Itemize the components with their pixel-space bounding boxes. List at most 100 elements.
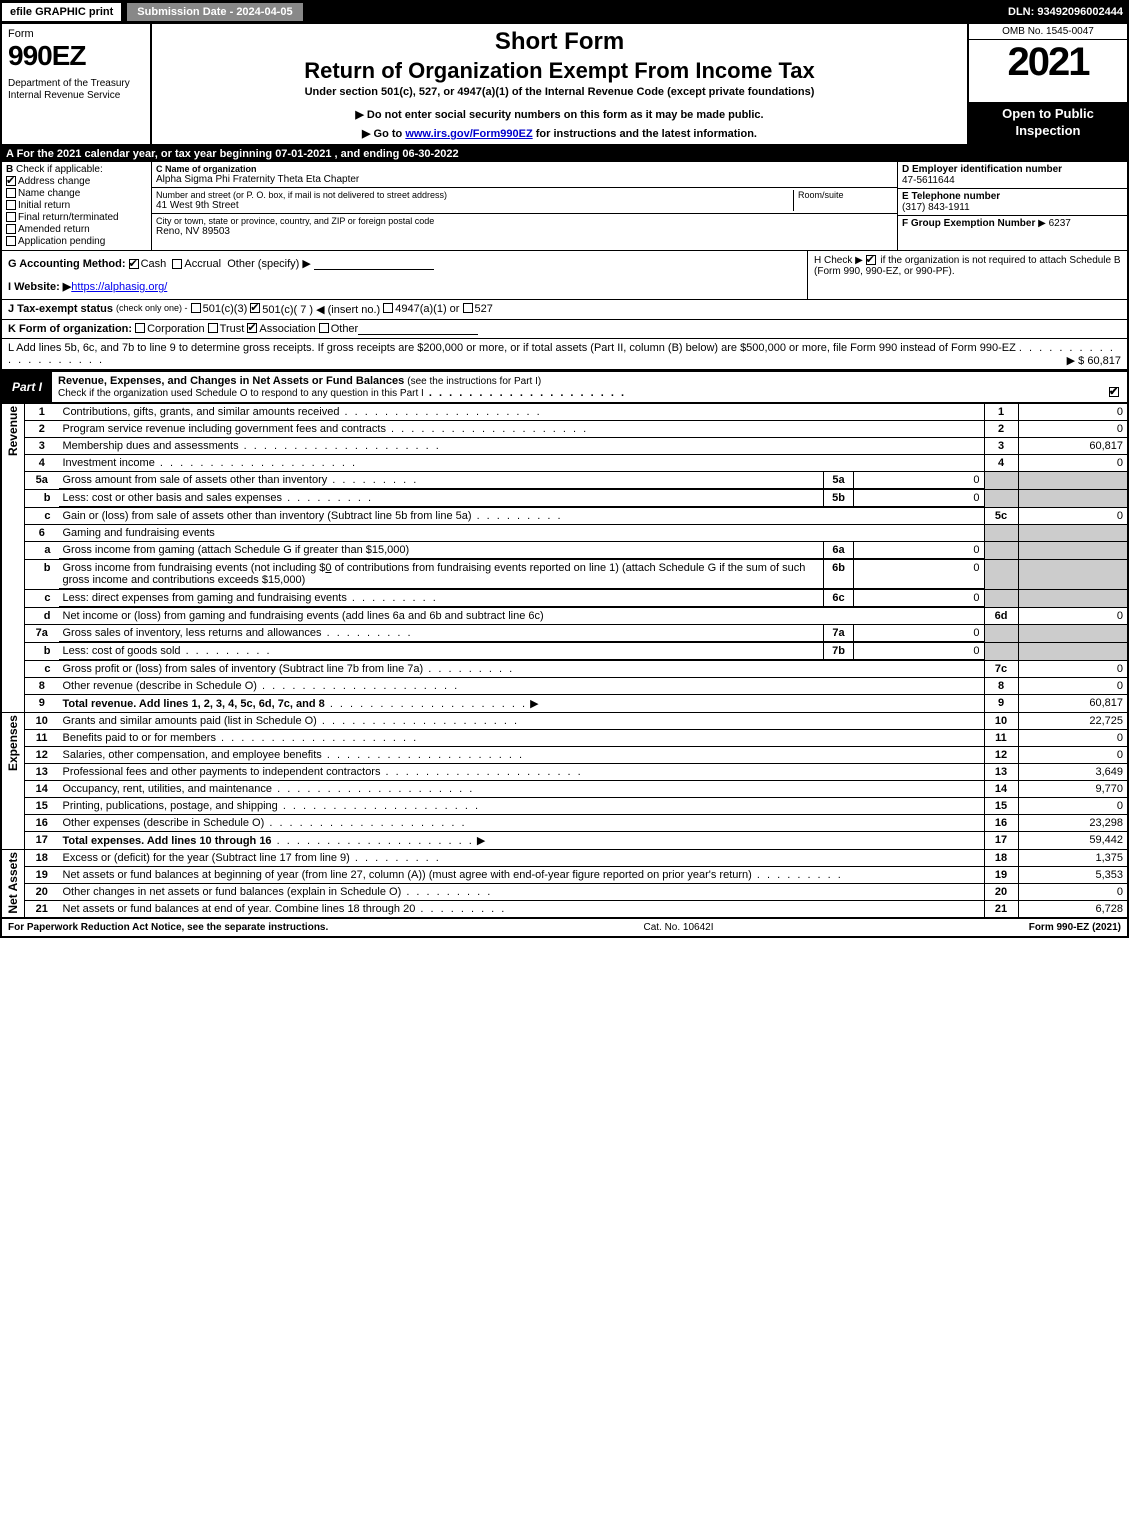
- submission-date: Submission Date - 2024-04-05: [127, 3, 302, 21]
- k-corp: Corporation: [147, 323, 204, 335]
- chk-amended-return[interactable]: Amended return: [6, 224, 147, 235]
- part1-label: Part I: [2, 377, 52, 397]
- chk-501c[interactable]: [250, 303, 260, 313]
- col-c: C Name of organization Alpha Sigma Phi F…: [152, 162, 897, 250]
- phone: (317) 843-1911: [902, 202, 970, 213]
- form-number: 990EZ: [8, 40, 144, 72]
- street: 41 West 9th Street: [156, 200, 793, 211]
- line-6a: aGross income from gaming (attach Schedu…: [1, 542, 1128, 560]
- line-20: 20Other changes in net assets or fund ba…: [1, 884, 1128, 901]
- line-18: Net Assets 18Excess or (deficit) for the…: [1, 850, 1128, 867]
- g-label: G Accounting Method:: [8, 258, 126, 270]
- main-title: Return of Organization Exempt From Incom…: [160, 58, 959, 84]
- group-number: ▶ 6237: [1038, 218, 1071, 229]
- street-label: Number and street (or P. O. box, if mail…: [156, 190, 793, 200]
- line-2: 2Program service revenue including gover…: [1, 421, 1128, 438]
- room-label: Room/suite: [798, 190, 893, 200]
- k-label: K Form of organization:: [8, 323, 132, 335]
- part1-header: Part I Revenue, Expenses, and Changes in…: [0, 370, 1129, 404]
- j-sub: (check only one) -: [116, 303, 188, 316]
- header-center: Short Form Return of Organization Exempt…: [152, 24, 967, 144]
- h-box: H Check ▶ if the organization is not req…: [807, 251, 1127, 299]
- city: Reno, NV 89503: [156, 226, 893, 237]
- phone-label: E Telephone number: [902, 191, 1000, 202]
- chk-schedule-o[interactable]: [1109, 387, 1119, 397]
- line-5c: cGain or (loss) from sale of assets othe…: [1, 508, 1128, 525]
- line-19: 19Net assets or fund balances at beginni…: [1, 867, 1128, 884]
- irs-link[interactable]: www.irs.gov/Form990EZ: [405, 128, 532, 140]
- c-name-label: C Name of organization: [156, 164, 257, 174]
- chk-corp[interactable]: [135, 323, 145, 333]
- line-5b: bLess: cost or other basis and sales exp…: [1, 490, 1128, 508]
- vert-net-assets: Net Assets: [6, 852, 20, 914]
- b-letter: B: [6, 164, 13, 175]
- chk-final-return[interactable]: Final return/terminated: [6, 212, 147, 223]
- omb-number: OMB No. 1545-0047: [969, 24, 1127, 40]
- vert-expenses: Expenses: [6, 715, 20, 771]
- form-header: Form 990EZ Department of the Treasury In…: [0, 24, 1129, 146]
- k-other-blank[interactable]: [358, 323, 478, 335]
- h-text1: H Check ▶: [814, 255, 863, 266]
- header-left: Form 990EZ Department of the Treasury In…: [2, 24, 152, 144]
- g-other-blank[interactable]: [314, 269, 434, 270]
- chk-address-change[interactable]: Address change: [6, 176, 147, 187]
- line-6b: bGross income from fundraising events (n…: [1, 560, 1128, 590]
- chk-h[interactable]: [866, 255, 876, 265]
- chk-527[interactable]: [463, 303, 473, 313]
- chk-application-pending[interactable]: Application pending: [6, 236, 147, 247]
- l-text: L Add lines 5b, 6c, and 7b to line 9 to …: [8, 342, 1016, 354]
- city-label: City or town, state or province, country…: [156, 216, 893, 226]
- chk-501c3[interactable]: [191, 303, 201, 313]
- j-o3: 4947(a)(1) or: [395, 303, 459, 316]
- row-k: K Form of organization: Corporation Trus…: [0, 320, 1129, 339]
- k-trust: Trust: [220, 323, 245, 335]
- tax-year: 2021: [969, 40, 1127, 102]
- line-14: 14Occupancy, rent, utilities, and mainte…: [1, 781, 1128, 798]
- part1-title: Revenue, Expenses, and Changes in Net As…: [52, 372, 1127, 402]
- chk-accrual[interactable]: [172, 259, 182, 269]
- ein: 47-5611644: [902, 175, 955, 186]
- part1-table: Revenue 1Contributions, gifts, grants, a…: [0, 404, 1129, 918]
- g-accounting: G Accounting Method: Cash Accrual Other …: [2, 251, 807, 299]
- dln: DLN: 93492096002444: [1008, 6, 1129, 18]
- j-o2: 501(c)( 7 ) ◀ (insert no.): [262, 303, 380, 316]
- part1-check-line: Check if the organization used Schedule …: [58, 388, 424, 399]
- i-label: I Website: ▶: [8, 281, 71, 293]
- line-7b: bLess: cost of goods sold7b0: [1, 643, 1128, 661]
- ein-label: D Employer identification number: [902, 164, 1062, 175]
- efile-print-button[interactable]: efile GRAPHIC print: [0, 1, 123, 23]
- chk-name-change[interactable]: Name change: [6, 188, 147, 199]
- line-10: Expenses 10Grants and similar amounts pa…: [1, 713, 1128, 730]
- g-accrual: Accrual: [184, 258, 221, 270]
- line-12: 12Salaries, other compensation, and empl…: [1, 747, 1128, 764]
- line-4: 4Investment income40: [1, 455, 1128, 472]
- row-gh: G Accounting Method: Cash Accrual Other …: [0, 251, 1129, 300]
- row-l: L Add lines 5b, 6c, and 7b to line 9 to …: [0, 339, 1129, 370]
- open-inspection: Open to Public Inspection: [969, 102, 1127, 144]
- chk-4947[interactable]: [383, 303, 393, 313]
- top-bar: efile GRAPHIC print Submission Date - 20…: [0, 0, 1129, 24]
- row-a: A For the 2021 calendar year, or tax yea…: [0, 146, 1129, 162]
- header-right: OMB No. 1545-0047 2021 Open to Public In…: [967, 24, 1127, 144]
- group-label: F Group Exemption Number: [902, 218, 1035, 229]
- col-d: D Employer identification number 47-5611…: [897, 162, 1127, 250]
- chk-initial-return[interactable]: Initial return: [6, 200, 147, 211]
- footer-catalog: Cat. No. 10642I: [643, 922, 713, 933]
- website-link[interactable]: https://alphasig.org/: [71, 281, 167, 293]
- j-label: J Tax-exempt status: [8, 303, 113, 316]
- line-8: 8Other revenue (describe in Schedule O)8…: [1, 678, 1128, 695]
- subtitle: Under section 501(c), 527, or 4947(a)(1)…: [160, 86, 959, 98]
- chk-other[interactable]: [319, 323, 329, 333]
- footer-left: For Paperwork Reduction Act Notice, see …: [8, 922, 328, 933]
- j-o4: 527: [475, 303, 493, 316]
- chk-assoc[interactable]: [247, 323, 257, 333]
- k-assoc: Association: [259, 323, 315, 335]
- note2-post: for instructions and the latest informat…: [533, 128, 757, 140]
- row-j: J Tax-exempt status (check only one) - 5…: [0, 300, 1129, 320]
- chk-cash[interactable]: [129, 259, 139, 269]
- chk-trust[interactable]: [208, 323, 218, 333]
- l-amount: ▶ $ 60,817: [1067, 354, 1121, 367]
- line-21: 21Net assets or fund balances at end of …: [1, 901, 1128, 918]
- line-15: 15Printing, publications, postage, and s…: [1, 798, 1128, 815]
- line-6d: dNet income or (loss) from gaming and fu…: [1, 608, 1128, 625]
